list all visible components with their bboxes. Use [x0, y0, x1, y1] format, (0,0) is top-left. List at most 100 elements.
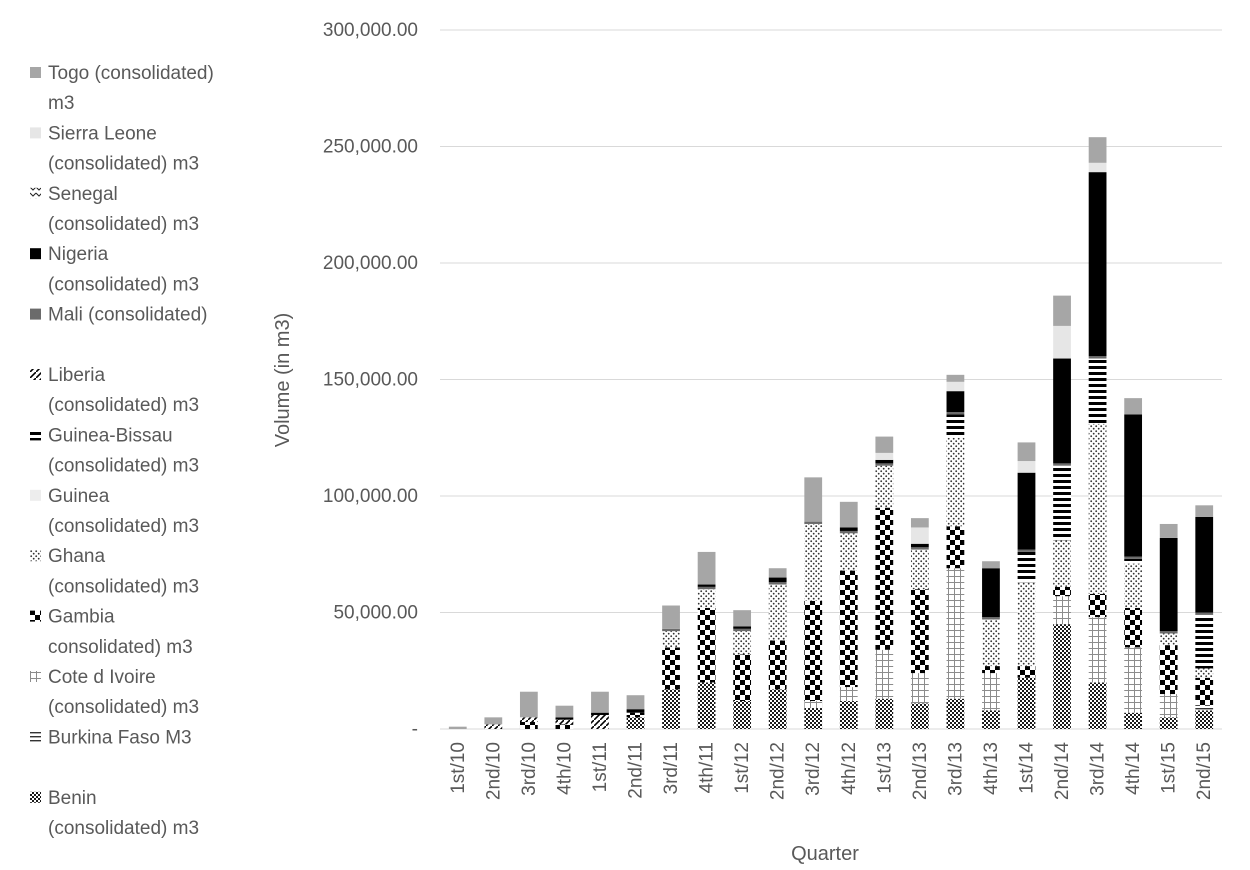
bar-segment-2-19 — [1124, 647, 1143, 713]
bar-segment-12-3 — [555, 705, 574, 718]
bar-segment-9-3 — [555, 717, 574, 720]
bar-segment-4-11 — [839, 533, 858, 571]
bar-segment-9-7 — [697, 584, 716, 587]
x-tick-label: 2nd/15 — [1194, 742, 1215, 800]
bar-segment-12-20 — [1159, 523, 1178, 538]
x-tick-label: 3rd/14 — [1088, 742, 1109, 796]
bar-segment-0-5 — [626, 717, 645, 729]
bar-segment-0-17 — [1053, 624, 1071, 729]
y-tick-label: 50,000.00 — [333, 603, 418, 624]
bar-segment-9-20 — [1159, 537, 1178, 632]
bar-segment-6-17 — [1053, 465, 1071, 541]
x-tick-label: 1st/15 — [1159, 742, 1180, 794]
bar-segment-9-16 — [1017, 472, 1036, 550]
bar-segment-4-15 — [982, 619, 1000, 667]
bar-segment-0-20 — [1159, 717, 1178, 729]
y-tick-label: - — [412, 719, 418, 740]
bar-segment-7-4 — [591, 715, 609, 729]
bar-segment-0-15 — [982, 710, 1000, 729]
legend-label: Guinea — [48, 486, 110, 507]
x-tick-label: 1st/11 — [590, 742, 611, 792]
bar-segment-2-20 — [1159, 694, 1178, 718]
y-tick-label: 150,000.00 — [323, 370, 418, 391]
legend-label: (consolidated) m3 — [48, 274, 199, 295]
legend-label: Guinea-Bissau — [48, 425, 173, 446]
legend-swatch — [30, 308, 41, 320]
bar-segment-3-5 — [626, 712, 645, 718]
bar-segment-3-10 — [804, 600, 823, 702]
legend-swatch — [30, 187, 41, 199]
bar-segment-9-9 — [768, 577, 787, 583]
bar-segment-9-14 — [946, 391, 965, 413]
bar-segment-2-11 — [839, 687, 858, 702]
bar-segment-8-8 — [733, 628, 752, 632]
bar-segment-3-6 — [662, 647, 680, 690]
bar-segment-2-12 — [875, 649, 894, 699]
bar-segment-0-7 — [697, 682, 716, 729]
y-axis-title: Volume (in m3) — [272, 313, 294, 448]
bar-segment-8-10 — [804, 521, 823, 524]
bar-segment-11-16 — [1017, 461, 1036, 473]
legend-label: Gambia — [48, 607, 115, 628]
bar-segment-12-12 — [875, 436, 894, 453]
x-tick-label: 1st/13 — [874, 742, 895, 794]
bar-segment-4-21 — [1195, 668, 1214, 678]
gridlines — [440, 29, 1222, 730]
x-tick-label: 3rd/11 — [661, 742, 682, 794]
legend-label: (consolidated) m3 — [48, 214, 199, 235]
bar-segment-12-2 — [519, 691, 538, 718]
bar-segment-0-13 — [910, 703, 929, 729]
x-tick-label: 2nd/12 — [768, 742, 789, 800]
bar-segment-12-0 — [448, 726, 467, 729]
legend-label: Benin — [48, 788, 97, 809]
bar-segment-11-17 — [1053, 325, 1071, 359]
bar-segment-3-21 — [1195, 677, 1214, 706]
bar-segment-12-16 — [1017, 442, 1036, 462]
bar-segment-3-18 — [1088, 593, 1107, 618]
bar-segment-11-18 — [1088, 162, 1107, 173]
bar-segment-12-1 — [484, 717, 503, 725]
bar-segment-3-15 — [982, 666, 1000, 674]
bar-segment-12-4 — [591, 691, 609, 713]
bar-segment-6-14 — [946, 414, 965, 438]
bar-segment-8-6 — [662, 628, 680, 632]
legend-label: (consolidated) m3 — [48, 818, 199, 839]
bar-segment-0-10 — [804, 708, 823, 729]
bar-segment-0-14 — [946, 698, 965, 729]
bar-segment-8-9 — [768, 582, 787, 585]
x-axis-title: Quarter — [791, 843, 859, 865]
legend-swatch — [30, 429, 41, 441]
bar-segment-4-16 — [1017, 582, 1036, 667]
legend-label: consolidated) m3 — [48, 637, 193, 658]
bar-segment-8-12 — [875, 463, 894, 466]
bar-segment-4-6 — [662, 631, 680, 648]
x-tick-label: 2nd/14 — [1052, 742, 1073, 801]
bar-segment-4-12 — [875, 465, 894, 508]
bars — [448, 137, 1214, 729]
legend-swatch — [30, 610, 41, 622]
bar-segment-12-14 — [946, 374, 965, 382]
bar-segment-4-17 — [1053, 540, 1071, 587]
bar-segment-12-18 — [1088, 137, 1107, 163]
bar-segment-7-1 — [484, 724, 503, 729]
bar-segment-0-12 — [875, 698, 894, 729]
bar-segment-2-13 — [910, 673, 929, 704]
bar-segment-12-10 — [804, 477, 823, 522]
bar-segment-8-16 — [1017, 549, 1036, 552]
legend-label: (consolidated) m3 — [48, 154, 199, 175]
bar-segment-3-7 — [697, 607, 716, 683]
bar-segment-3-13 — [910, 589, 929, 674]
bar-segment-4-9 — [768, 584, 787, 641]
bar-segment-4-14 — [946, 437, 965, 527]
bar-segment-3-17 — [1053, 586, 1071, 597]
bar-segment-8-11 — [839, 530, 858, 534]
bar-segment-6-18 — [1088, 358, 1107, 424]
legend-swatch — [30, 248, 41, 260]
bar-segment-4-20 — [1159, 633, 1178, 646]
bar-segment-6-21 — [1195, 614, 1214, 669]
x-tick-label: 4th/11 — [697, 742, 718, 793]
bar-segment-12-11 — [839, 501, 858, 528]
bar-segment-6-19 — [1124, 558, 1143, 564]
x-tick-label: 3rd/12 — [803, 742, 824, 796]
bar-segment-9-15 — [982, 568, 1000, 618]
